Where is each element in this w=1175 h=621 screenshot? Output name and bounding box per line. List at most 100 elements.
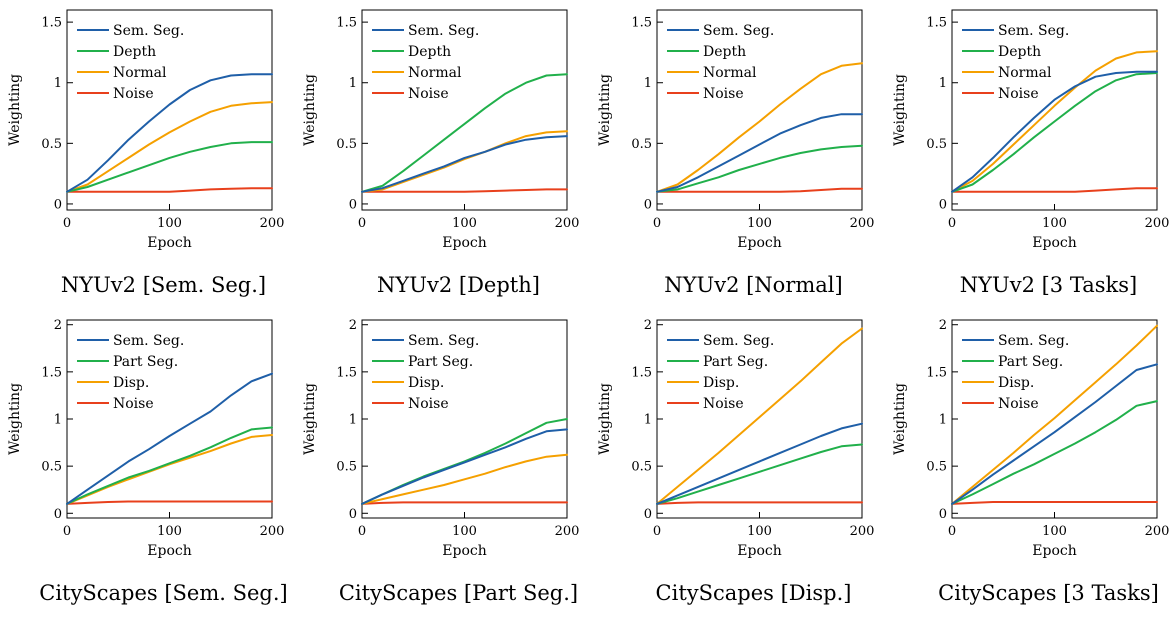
chart-panel-2: 0 100 200 0 0.5 1 1.5 Epoch Weighting Sem. Seg. De… [302, 9, 579, 251]
series-line-sem-seg [361, 135, 568, 193]
series-line-disp [656, 327, 863, 505]
x-axis-label: Epoch [1032, 235, 1076, 251]
panel-caption: CityScapes [Part Seg.] [338, 581, 579, 605]
x-tick-label: 100 [157, 524, 182, 539]
x-axis-label: Epoch [147, 235, 191, 251]
legend-label: Sem. Seg. [998, 333, 1069, 349]
x-tick-label: 100 [747, 524, 772, 539]
y-tick-label: 1.5 [41, 365, 62, 380]
x-tick-label: 0 [63, 216, 71, 231]
series-line-disp [361, 453, 568, 505]
legend-label: Normal [998, 65, 1052, 81]
y-tick-label: 1.5 [336, 365, 357, 380]
panel-caption: NYUv2 [3 Tasks] [959, 273, 1138, 297]
legend-label: Disp. [703, 375, 739, 391]
series-line-depth [361, 73, 568, 193]
y-tick-label: 1.5 [926, 16, 947, 31]
series-line-normal [951, 50, 1158, 193]
legend-label: Noise [998, 86, 1039, 102]
series-line-sem-seg [656, 422, 863, 505]
x-tick-label: 200 [260, 216, 285, 231]
series-line-disp [66, 434, 273, 505]
series-line-noise [951, 501, 1158, 505]
series-line-noise [361, 188, 568, 193]
y-tick-label: 0.5 [336, 460, 357, 475]
x-tick-label: 100 [1042, 216, 1067, 231]
legend-label: Noise [703, 396, 744, 412]
y-tick-label: 0.5 [336, 137, 357, 152]
panel-caption: NYUv2 [Depth] [377, 273, 540, 297]
series-line-sem-seg [951, 363, 1158, 505]
chart-panel-4: 0 100 200 0 0.5 1 1.5 Epoch Weighting Sem. Seg. De… [892, 9, 1169, 251]
y-tick-label: 0.5 [41, 137, 62, 152]
legend-label: Disp. [113, 375, 149, 391]
legend-label: Noise [113, 86, 154, 102]
plot-frame [66, 9, 273, 211]
y-axis-label: Weighting [597, 383, 613, 455]
y-tick-label: 0 [349, 197, 357, 212]
legend-label: Depth [113, 44, 156, 60]
y-tick-label: 0 [54, 197, 62, 212]
series-line-sem-seg [66, 372, 273, 505]
series-line-noise [656, 501, 863, 505]
series-line-normal [361, 130, 568, 193]
y-tick-label: 2 [644, 318, 652, 333]
y-tick-label: 1 [939, 76, 947, 91]
panel-caption: CityScapes [Disp.] [655, 581, 852, 605]
x-tick-label: 0 [948, 216, 956, 231]
legend-label: Noise [408, 86, 449, 102]
x-tick-label: 200 [260, 524, 285, 539]
y-axis-label: Weighting [302, 74, 318, 146]
series-line-noise [951, 187, 1158, 193]
y-tick-label: 1 [54, 413, 62, 428]
x-tick-label: 200 [555, 524, 580, 539]
chart-panel-8: 0 100 200 0 0.5 1 1.5 2 Epoch Weighting Sem. Seg. P… [892, 318, 1169, 559]
y-tick-label: 1.5 [41, 16, 62, 31]
y-tick-label: 0.5 [926, 137, 947, 152]
legend-label: Sem. Seg. [998, 23, 1069, 39]
plot-frame [656, 319, 863, 519]
y-axis-label: Weighting [302, 383, 318, 455]
x-axis-label: Epoch [442, 543, 486, 559]
x-tick-label: 0 [653, 524, 661, 539]
series-line-noise [66, 500, 273, 505]
series-line-noise [656, 187, 863, 193]
y-tick-label: 1 [349, 413, 357, 428]
legend-label: Part Seg. [998, 354, 1063, 370]
series-line-sem-seg [66, 73, 273, 193]
y-axis-label: Weighting [597, 74, 613, 146]
y-tick-label: 0.5 [631, 460, 652, 475]
chart-panel-1: 0 100 200 0 0.5 1 1.5 Epoch Weighting Sem. Seg. De… [7, 9, 285, 251]
x-tick-label: 100 [1042, 524, 1067, 539]
series-line-normal [656, 62, 863, 193]
legend-label: Disp. [408, 375, 444, 391]
legend-label: Normal [703, 65, 757, 81]
y-tick-label: 0 [644, 507, 652, 522]
chart-panel-3: 0 100 200 0 0.5 1 1.5 Epoch Weighting Sem. Seg. De… [597, 9, 875, 251]
y-axis-label: Weighting [7, 383, 23, 455]
series-line-sem-seg [951, 70, 1158, 193]
y-tick-label: 1 [644, 76, 652, 91]
y-tick-label: 0 [939, 197, 947, 212]
series-line-sem-seg [361, 428, 568, 505]
panel-caption: NYUv2 [Sem. Seg.] [60, 273, 267, 297]
series-line-depth [951, 72, 1158, 193]
x-tick-label: 200 [850, 216, 875, 231]
y-tick-label: 1.5 [336, 16, 357, 31]
legend-label: Depth [998, 44, 1041, 60]
chart-panel-7: 0 100 200 0 0.5 1 1.5 2 Epoch Weighting Sem. Seg. P… [597, 318, 874, 559]
y-tick-label: 0.5 [926, 460, 947, 475]
y-tick-label: 0.5 [41, 460, 62, 475]
series-line-part-seg [66, 426, 273, 505]
x-tick-label: 100 [747, 216, 772, 231]
chart-panel-5: 0 100 200 0 0.5 1 1.5 2 Epoch Weighting Sem. Seg. P… [7, 318, 284, 559]
chart-panel-6: 0 100 200 0 0.5 1 1.5 2 Epoch Weighting Sem. Seg. P… [302, 318, 579, 559]
legend-label: Depth [703, 44, 746, 60]
legend-label: Normal [113, 65, 167, 81]
x-tick-label: 100 [452, 216, 477, 231]
series-line-noise [361, 501, 568, 505]
series-line-part-seg [656, 443, 863, 505]
x-axis-label: Epoch [737, 235, 781, 251]
legend-label: Sem. Seg. [113, 333, 184, 349]
